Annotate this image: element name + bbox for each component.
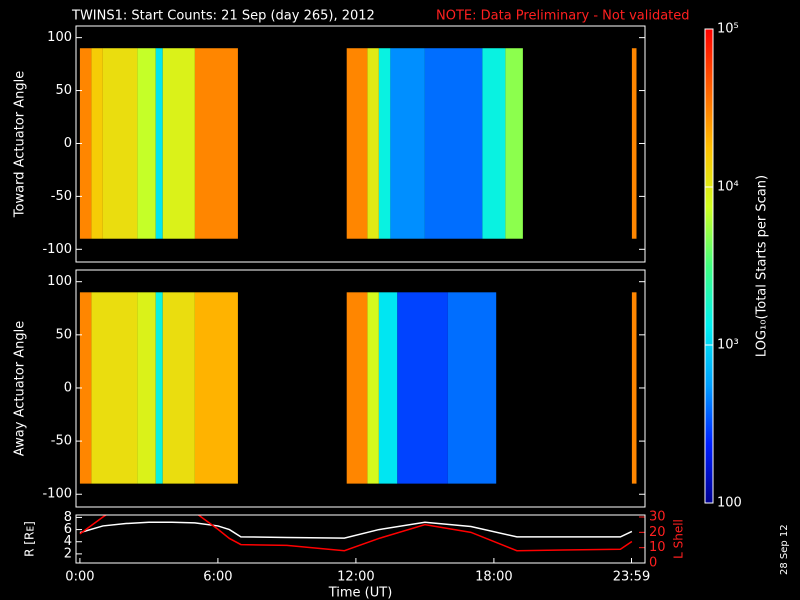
x-tick-label: 23:59 <box>613 570 650 585</box>
x-tick-label: 18:00 <box>475 570 512 585</box>
heat-cell <box>346 48 368 239</box>
heat-cell <box>631 48 637 239</box>
heat-cell <box>482 48 506 239</box>
heat-cell <box>79 48 92 239</box>
y-axis-label: Toward Actuator Angle <box>13 71 28 218</box>
y-tick-label: 0 <box>64 380 72 395</box>
y2-axis-label: L Shell <box>672 519 686 559</box>
colorbar-tick-label: 10³ <box>717 338 739 353</box>
x-tick-label: 0:00 <box>65 570 94 585</box>
chart-title: TWINS1: Start Counts: 21 Sep (day 265), … <box>71 9 375 24</box>
y-tick-label: -50 <box>51 189 72 204</box>
colorbar-label: LOG₁₀(Total Starts per Scan) <box>755 175 770 357</box>
y-tick-label: 50 <box>55 83 72 98</box>
heat-cell <box>194 48 238 239</box>
colorbar-tick-label: 10⁴ <box>717 180 739 195</box>
frame <box>75 514 646 564</box>
y-tick-label: -100 <box>42 487 72 502</box>
heat-cell <box>162 292 195 484</box>
y2-tick-label: 0 <box>649 556 657 571</box>
heat-cell <box>155 48 163 239</box>
y2-tick-label: 30 <box>649 509 666 524</box>
x-tick-label: 6:00 <box>203 570 232 585</box>
heat-cell <box>378 48 391 239</box>
heat-cell <box>505 48 523 239</box>
frame <box>75 25 646 263</box>
heat-cell <box>346 292 368 484</box>
heat-cell <box>397 292 448 484</box>
line <box>79 521 633 539</box>
plot-area <box>79 515 633 552</box>
heat-cell <box>91 292 138 484</box>
x-axis-label: Time (UT) <box>328 586 393 600</box>
y-tick-label: 6 <box>64 522 72 537</box>
line <box>79 515 633 552</box>
y2-tick-label: 20 <box>649 525 666 540</box>
heat-cell <box>137 292 156 484</box>
note: NOTE: Data Preliminary - Not validated <box>436 9 690 24</box>
colorbar-tick-label: 100 <box>717 496 742 511</box>
heat-cell <box>367 48 379 239</box>
frame <box>75 269 646 508</box>
heat-cell <box>447 292 497 484</box>
heat-cell <box>137 48 156 239</box>
y-tick-label: -100 <box>42 242 72 257</box>
heat-cell <box>155 292 163 484</box>
y-tick-label: -50 <box>51 434 72 449</box>
y-tick-label: 0 <box>64 136 72 151</box>
heat-cell <box>367 292 379 484</box>
colorbar <box>704 28 714 504</box>
heat-cell <box>162 48 195 239</box>
date-stamp: 28 Sep 12 <box>779 524 790 575</box>
heat-cell <box>378 292 398 484</box>
heat-cell <box>79 292 92 484</box>
heat-cell <box>631 292 637 484</box>
y-tick-label: 100 <box>47 30 72 45</box>
y-tick-label: 4 <box>64 534 72 549</box>
y-axis-label: R [Rᴇ] <box>23 521 37 557</box>
heat-cell <box>390 48 425 239</box>
heat-cell <box>424 48 483 239</box>
y-tick-label: 8 <box>64 510 72 525</box>
y-axis-label: Away Actuator Angle <box>13 321 28 456</box>
y-tick-label: 2 <box>64 546 72 561</box>
heat-cell <box>194 292 238 484</box>
heat-cell <box>91 48 103 239</box>
y-tick-label: 100 <box>47 274 72 289</box>
y2-tick-label: 10 <box>649 540 666 555</box>
y-tick-label: 50 <box>55 327 72 342</box>
x-tick-label: 12:00 <box>337 570 374 585</box>
colorbar-tick-label: 10⁵ <box>717 22 739 37</box>
heat-cell <box>102 48 138 239</box>
